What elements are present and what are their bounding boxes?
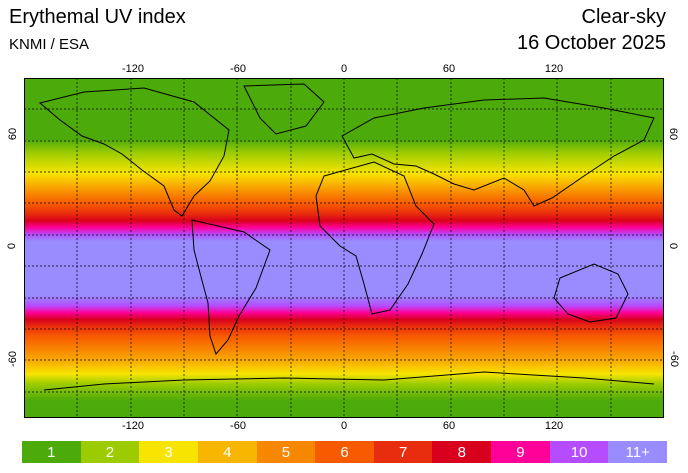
legend-cell-9: 9 — [491, 441, 550, 463]
legend-label: 1 — [47, 443, 56, 461]
legend-label: 2 — [105, 443, 115, 461]
lat-tick-right-1: 60 — [667, 127, 680, 141]
legend-cell-1: 1 — [22, 441, 81, 463]
legend-label: 8 — [457, 443, 466, 461]
legend-cell-4: 4 — [197, 441, 257, 463]
legend-cell-11: 11+ — [608, 441, 668, 463]
legend-label: 11+ — [625, 443, 650, 461]
eurasia-outline — [341, 97, 655, 207]
lon-tick-bottom-5: 120 — [544, 420, 564, 432]
chart-title: Erythemal UV index — [9, 6, 186, 28]
lon-tick-top-5: 120 — [544, 63, 564, 75]
data-source: KNMI / ESA — [9, 36, 90, 53]
legend-label: 4 — [223, 443, 232, 461]
lat-tick-right-2: 0 — [667, 242, 680, 250]
lon-tick-top-4: 60 — [442, 63, 456, 75]
lat-tick-left-3: -60 — [6, 351, 19, 367]
lon-tick-top-3: 0 — [340, 63, 348, 75]
legend-label: 3 — [164, 443, 173, 461]
map-frame — [24, 78, 664, 418]
legend-cell-10: 10 — [549, 441, 609, 463]
legend-cell-2: 2 — [80, 441, 140, 463]
lon-tick-top-2: -60 — [230, 63, 246, 75]
uv-legend: 1 2 3 4 5 6 7 8 9 10 11+ — [22, 441, 668, 463]
legend-label: 10 — [570, 443, 588, 461]
lat-tick-left-2: 0 — [6, 242, 19, 250]
legend-cell-5: 5 — [256, 441, 316, 463]
australia-outline — [553, 263, 629, 323]
legend-label: 5 — [281, 443, 291, 461]
lon-tick-top-1: -120 — [121, 63, 145, 75]
antarctica-outline — [43, 371, 655, 391]
legend-label: 9 — [516, 443, 525, 461]
legend-cell-6: 6 — [315, 441, 374, 463]
map-date: 16 October 2025 — [517, 32, 666, 54]
lon-tick-bottom-3: 0 — [340, 420, 348, 432]
legend-label: 7 — [398, 443, 408, 461]
continent-outlines — [38, 83, 655, 391]
legend-cell-8: 8 — [432, 441, 492, 463]
south-america-outline — [191, 219, 271, 355]
greenland-outline — [243, 83, 325, 135]
lon-tick-bottom-4: 60 — [442, 420, 456, 432]
legend-label: 6 — [340, 443, 349, 461]
legend-cell-7: 7 — [373, 441, 433, 463]
lon-tick-bottom-2: -60 — [230, 420, 246, 432]
africa-outline — [315, 161, 435, 315]
lon-tick-bottom-1: -120 — [121, 420, 145, 432]
uv-index-map — [24, 78, 664, 418]
lat-tick-right-3: -60 — [667, 351, 680, 367]
graticule — [24, 78, 664, 418]
sky-condition: Clear-sky — [581, 6, 666, 28]
legend-cell-3: 3 — [139, 441, 198, 463]
lat-tick-left-1: 60 — [7, 127, 20, 141]
